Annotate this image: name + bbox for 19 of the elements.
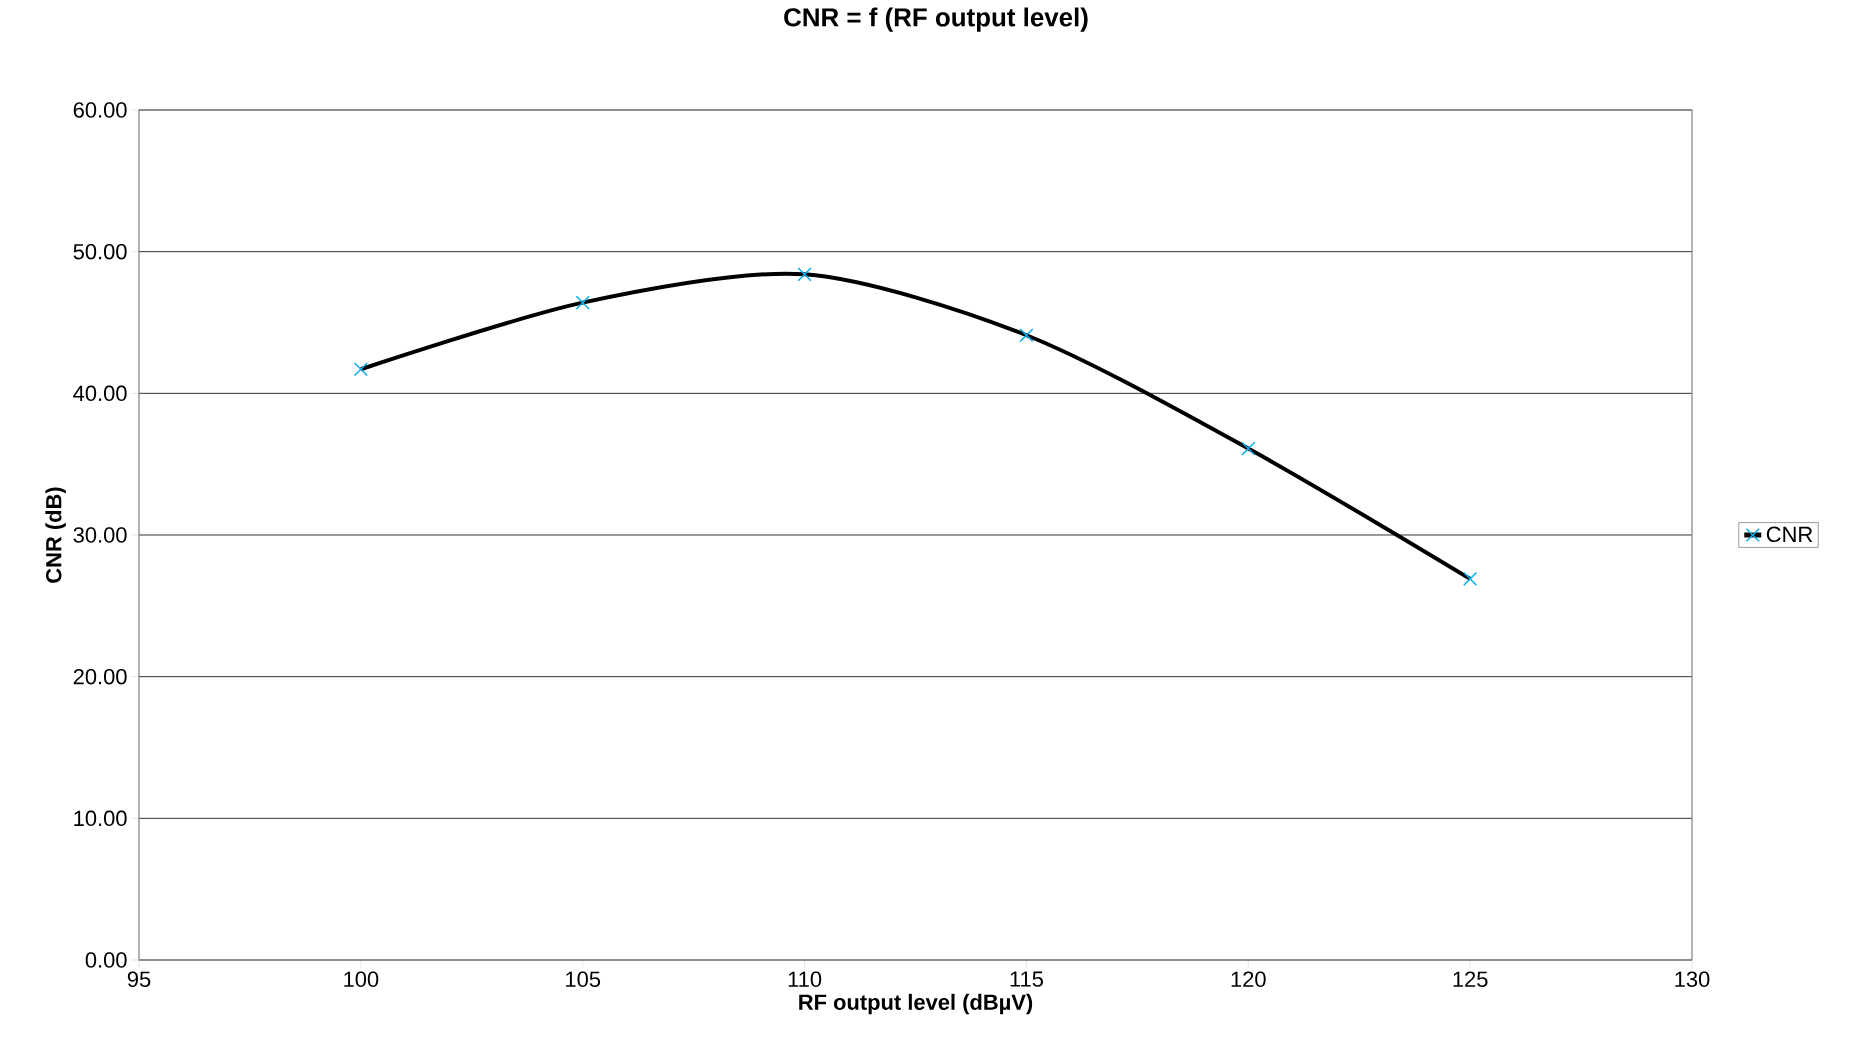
y-tick-label: 50.00 bbox=[73, 243, 127, 260]
y-axis-title: CNR (dB) bbox=[45, 487, 66, 583]
x-tick-label: 100 bbox=[344, 971, 379, 988]
x-tick-label: 95 bbox=[127, 971, 151, 988]
x-tick-label: 125 bbox=[1453, 971, 1488, 988]
y-tick-label: 10.00 bbox=[74, 810, 127, 827]
x-tick-label: 120 bbox=[1231, 971, 1266, 988]
y-tick-label: 60.00 bbox=[73, 102, 127, 118]
legend-label: CNR bbox=[1766, 526, 1813, 543]
x-tick-label: 130 bbox=[1675, 971, 1710, 988]
x-tick-label: 110 bbox=[788, 971, 822, 988]
x-axis-title: RF output level (dBµV) bbox=[799, 993, 1033, 1015]
y-tick-label: 40.00 bbox=[73, 385, 127, 402]
y-tick-label: 0.00 bbox=[85, 952, 127, 968]
x-tick-label: 115 bbox=[1010, 971, 1043, 987]
x-tick-label: 105 bbox=[566, 971, 601, 988]
chart-title: CNR = f (RF output level) bbox=[784, 7, 1088, 32]
y-tick-label: 20.00 bbox=[73, 668, 127, 685]
y-tick-label: 30.00 bbox=[73, 527, 127, 543]
